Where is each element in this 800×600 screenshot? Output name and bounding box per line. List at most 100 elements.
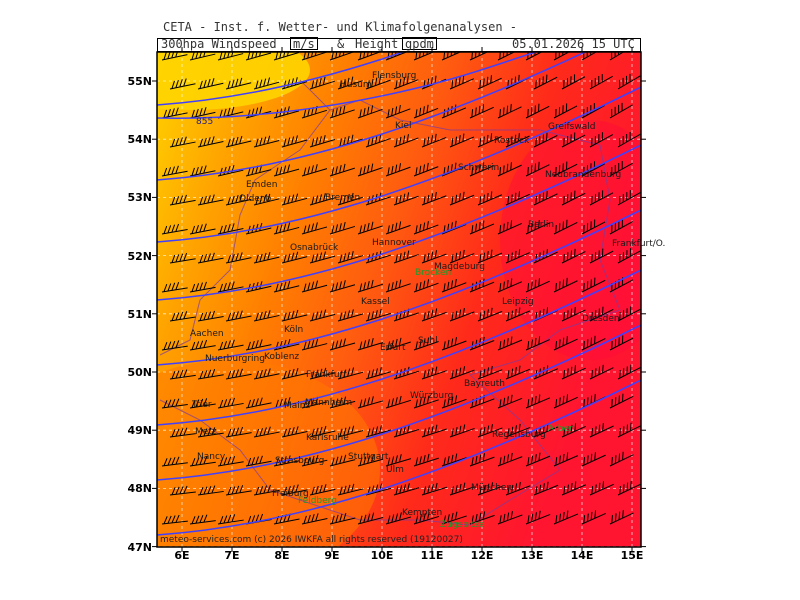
wind-barb [309, 309, 336, 322]
city-label: Leipzig [502, 297, 534, 307]
wind-barb [581, 335, 606, 351]
map-frame [156, 51, 642, 548]
city-label: Berlin [528, 220, 555, 230]
city-label: Regensburg [492, 430, 546, 440]
wind-barb [225, 194, 252, 206]
wind-barb [421, 308, 447, 322]
city-label: Schwerin [458, 163, 500, 173]
wind-barb [169, 369, 196, 380]
wind-barb [197, 136, 224, 148]
wind-barb [189, 339, 216, 351]
wind-barb [561, 481, 587, 496]
wind-barb [477, 424, 503, 438]
wind-barb [477, 75, 502, 90]
city-label: Bremen [325, 193, 361, 203]
wind-barb [217, 397, 244, 409]
wind-barb [413, 395, 439, 409]
longitude-label: 7E [224, 549, 240, 562]
page-title: CETA - Inst. f. Wetter- und Klimafolgena… [163, 20, 518, 34]
city-label: Ulm [386, 465, 404, 475]
wind-barb [525, 103, 550, 119]
wind-barb [393, 134, 419, 148]
wind-barb [533, 74, 558, 90]
city-label: Hannover [372, 238, 416, 248]
wind-barb [413, 162, 439, 177]
wind-barb [161, 107, 188, 119]
wind-barb [161, 456, 188, 467]
city-label: Mainz [284, 401, 311, 411]
wind-barb [189, 456, 216, 467]
wind-barb [217, 223, 244, 235]
wind-barb [253, 310, 280, 322]
wind-barb [421, 482, 447, 496]
unit-box-gpdm: gpdm [402, 37, 437, 51]
wind-barb [469, 453, 495, 467]
wind-barb [281, 193, 308, 206]
wind-barb [385, 163, 411, 177]
city-label: Nancy [197, 452, 226, 462]
wind-barb [253, 251, 280, 264]
wind-barb [477, 191, 503, 206]
wind-barb [617, 306, 641, 322]
wind-barb [413, 279, 439, 293]
wind-barb [421, 250, 447, 264]
wind-barb [505, 423, 531, 438]
wind-barb [217, 339, 244, 351]
wind-barb [301, 164, 328, 177]
city-label: Würzburg [410, 391, 454, 401]
wind-barb [309, 251, 336, 264]
wind-barb [413, 337, 439, 351]
wind-barb [337, 367, 364, 380]
wind-barb [329, 512, 356, 525]
wind-barb [329, 280, 356, 293]
wind-barb [589, 132, 614, 148]
city-label: Greifswald [548, 122, 596, 132]
wind-barb [581, 452, 606, 467]
wind-barb [161, 282, 188, 293]
wind-barb [441, 337, 467, 351]
city-label: Oldenb. [239, 194, 275, 204]
wind-barb [469, 278, 495, 293]
wind-barb [309, 76, 335, 90]
wind-barb [449, 249, 475, 264]
station-label: Arber [548, 424, 573, 434]
wind-barb [385, 221, 411, 235]
wind-barb [281, 368, 308, 380]
station-label: Brocken [415, 268, 452, 278]
station-label: Feldberg [298, 496, 337, 506]
wind-barb [253, 368, 280, 380]
wind-barb [329, 454, 356, 467]
wind-barb [561, 423, 586, 438]
wind-barb [197, 194, 224, 206]
wind-barb [225, 368, 252, 380]
contour-label: 855 [196, 117, 214, 127]
wind-barb [449, 75, 475, 90]
wind-barb [617, 364, 641, 380]
wind-barb [197, 310, 224, 322]
wind-barb [393, 250, 419, 264]
wind-barb [169, 485, 196, 496]
ampersand: & [337, 37, 345, 51]
city-label: Neubrandenburg [545, 170, 622, 180]
wind-barb [385, 512, 412, 525]
wind-barb [533, 132, 558, 148]
wind-barb [357, 105, 383, 119]
wind-barb [189, 165, 216, 177]
wind-barb [385, 454, 412, 467]
wind-barb [357, 221, 383, 235]
wind-barb [505, 307, 531, 322]
city-label: Osnabrück [290, 243, 339, 253]
wind-barb [469, 162, 495, 177]
longitude-label: 12E [470, 549, 494, 562]
wind-barb [561, 306, 586, 322]
wind-barb [301, 455, 328, 467]
wind-barb [617, 131, 641, 148]
city-label: Köln [284, 325, 304, 335]
city-label: Dresden [582, 314, 620, 324]
wind-barb [533, 249, 558, 264]
wind-barb [281, 426, 308, 438]
wind-barb [253, 193, 280, 206]
wind-barb [477, 307, 503, 322]
yellow-zone [157, 52, 310, 110]
